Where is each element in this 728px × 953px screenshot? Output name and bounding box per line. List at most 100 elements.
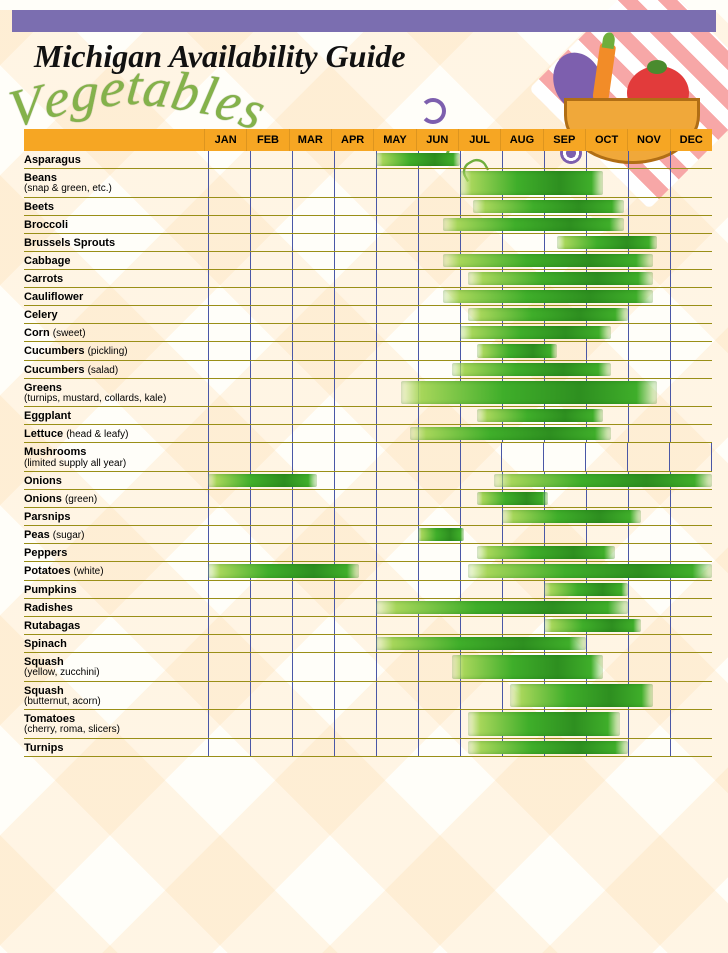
month-header: JAN xyxy=(204,129,246,151)
veg-label: Squash(butternut, acorn) xyxy=(24,682,208,711)
month-header: JUL xyxy=(458,129,500,151)
veg-row: Cauliflower xyxy=(24,288,712,306)
veg-row: Cabbage xyxy=(24,252,712,270)
veg-row: Lettuce (head & leafy) xyxy=(24,425,712,443)
month-header: MAR xyxy=(289,129,331,151)
row-grid xyxy=(208,472,712,490)
availability-bar xyxy=(376,601,628,614)
row-grid xyxy=(208,151,712,169)
availability-bar xyxy=(477,546,616,559)
row-grid xyxy=(208,379,712,408)
row-grid xyxy=(208,710,712,739)
availability-bar xyxy=(418,528,464,541)
month-header: JUN xyxy=(416,129,458,151)
veg-row: Turnips xyxy=(24,739,712,757)
row-grid xyxy=(208,252,712,270)
availability-bar xyxy=(468,712,619,736)
availability-bar xyxy=(544,619,641,632)
veg-label: Lettuce (head & leafy) xyxy=(24,425,208,443)
row-grid xyxy=(208,443,712,472)
veg-label: Asparagus xyxy=(24,151,208,169)
veg-row: Celery xyxy=(24,306,712,324)
row-grid xyxy=(208,270,712,288)
row-grid xyxy=(208,544,712,562)
month-header-row: JANFEBMARAPRMAYJUNJULAUGSEPOCTNOVDEC xyxy=(24,129,712,151)
availability-bar xyxy=(510,684,653,708)
veg-label: Corn (sweet) xyxy=(24,324,208,342)
veg-label: Squash(yellow, zucchini) xyxy=(24,653,208,682)
availability-bar xyxy=(443,218,624,231)
row-grid xyxy=(208,526,712,544)
availability-bar xyxy=(208,474,317,487)
veg-label: Rutabagas xyxy=(24,617,208,635)
row-grid xyxy=(208,306,712,324)
veg-row: Beets xyxy=(24,198,712,216)
veg-label: Onions xyxy=(24,472,208,490)
row-grid xyxy=(208,599,712,617)
veg-row: Cucumbers (pickling) xyxy=(24,342,712,360)
veg-row: Peas (sugar) xyxy=(24,526,712,544)
row-grid xyxy=(208,490,712,508)
availability-bar xyxy=(401,381,657,405)
availability-bar xyxy=(477,409,603,422)
veg-label: Cucumbers (salad) xyxy=(24,361,208,379)
row-grid xyxy=(208,508,712,526)
row-grid xyxy=(208,653,712,682)
veg-row: Squash(butternut, acorn) xyxy=(24,682,712,711)
availability-bar xyxy=(468,741,628,754)
veg-row: Peppers xyxy=(24,544,712,562)
availability-bar xyxy=(473,200,624,213)
month-header: MAY xyxy=(373,129,415,151)
veg-label: Potatoes (white) xyxy=(24,562,208,580)
veg-row: Tomatoes(cherry, roma, slicers) xyxy=(24,710,712,739)
row-grid xyxy=(208,169,712,198)
month-header: OCT xyxy=(585,129,627,151)
veg-row: Brussels Sprouts xyxy=(24,234,712,252)
row-grid xyxy=(208,407,712,425)
veg-row: Cucumbers (salad) xyxy=(24,361,712,379)
veg-row: Broccoli xyxy=(24,216,712,234)
availability-bar xyxy=(468,564,712,577)
veg-label: Eggplant xyxy=(24,407,208,425)
availability-bar xyxy=(494,474,712,487)
veg-row: Parsnips xyxy=(24,508,712,526)
availability-bar xyxy=(376,153,460,166)
veg-row: Spinach xyxy=(24,635,712,653)
veg-row: Potatoes (white) xyxy=(24,562,712,580)
row-grid xyxy=(208,342,712,360)
availability-chart: JANFEBMARAPRMAYJUNJULAUGSEPOCTNOVDEC Asp… xyxy=(24,129,712,757)
row-grid xyxy=(208,324,712,342)
veg-row: Beans(snap & green, etc.) xyxy=(24,169,712,198)
veg-row: Carrots xyxy=(24,270,712,288)
row-grid xyxy=(208,288,712,306)
availability-bar xyxy=(410,427,612,440)
availability-bar xyxy=(468,308,628,321)
veg-label: Broccoli xyxy=(24,216,208,234)
month-header: FEB xyxy=(246,129,288,151)
veg-row: Corn (sweet) xyxy=(24,324,712,342)
veg-row: Greens(turnips, mustard, collards, kale) xyxy=(24,379,712,408)
veg-label: Pumpkins xyxy=(24,581,208,599)
availability-bar xyxy=(443,254,653,267)
row-grid xyxy=(208,581,712,599)
month-header: APR xyxy=(331,129,373,151)
row-grid xyxy=(208,425,712,443)
veg-label: Turnips xyxy=(24,739,208,757)
availability-bar xyxy=(443,290,653,303)
row-grid xyxy=(208,234,712,252)
veg-label: Parsnips xyxy=(24,508,208,526)
availability-bar xyxy=(502,510,641,523)
veg-row: Squash(yellow, zucchini) xyxy=(24,653,712,682)
veg-row: Mushrooms(limited supply all year) xyxy=(24,443,712,472)
veg-row: Rutabagas xyxy=(24,617,712,635)
row-grid xyxy=(208,198,712,216)
row-grid xyxy=(208,562,712,580)
row-grid xyxy=(208,635,712,653)
availability-bar xyxy=(460,171,603,195)
availability-bar xyxy=(477,492,548,505)
veg-label: Tomatoes(cherry, roma, slicers) xyxy=(24,710,208,739)
availability-bar xyxy=(452,363,612,376)
veg-label: Beets xyxy=(24,198,208,216)
row-grid xyxy=(208,682,712,711)
veg-label: Mushrooms(limited supply all year) xyxy=(24,443,208,472)
